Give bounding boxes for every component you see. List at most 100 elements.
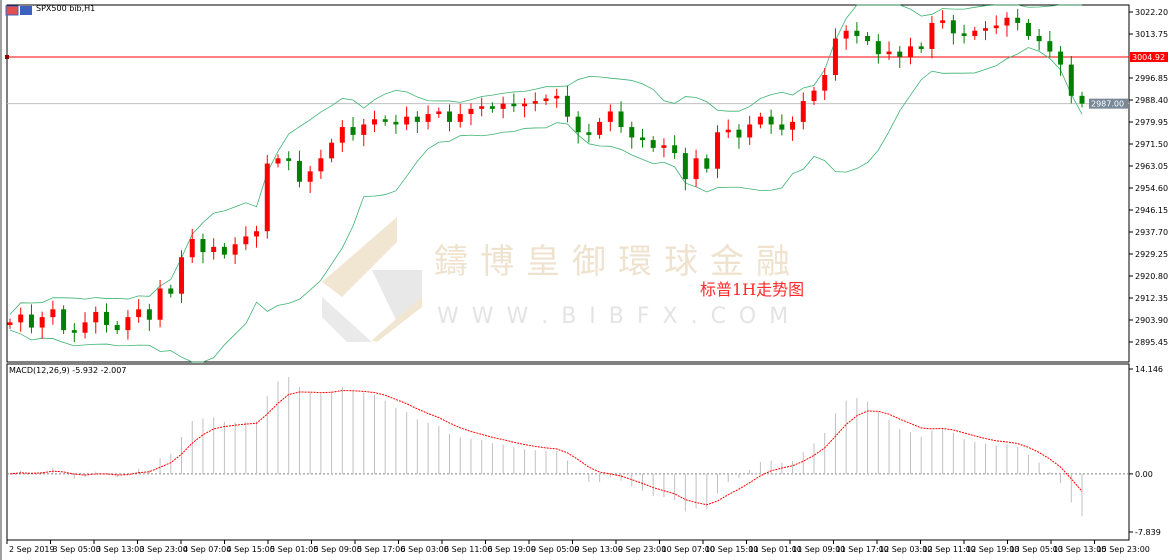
time-tick-label: 4 Sep 07:00 — [183, 545, 231, 554]
candle-body — [918, 46, 924, 49]
chart-window-icon — [5, 5, 19, 16]
candle-body — [329, 142, 335, 159]
time-tick-label: 13 Sep 05:00 — [1010, 545, 1063, 554]
candle — [790, 116, 796, 141]
price-tick-label: 2971.50 — [1135, 140, 1168, 149]
candle-body — [361, 124, 367, 135]
candle — [607, 104, 613, 132]
candle — [779, 114, 785, 136]
macd-label: MACD(12,26,9) -5.932 -2.007 — [9, 366, 127, 375]
candle-body — [886, 51, 892, 55]
candle-body — [189, 239, 195, 258]
candle — [414, 111, 420, 134]
candle — [940, 10, 946, 29]
candle-body — [50, 309, 56, 318]
candle — [993, 15, 999, 34]
candle — [1047, 31, 1053, 58]
candle — [393, 114, 399, 134]
candle — [650, 136, 656, 152]
candle-body — [1025, 22, 1031, 36]
candle — [146, 303, 152, 331]
candle — [1025, 19, 1031, 40]
candle — [757, 112, 763, 129]
candle — [157, 279, 163, 328]
price-tick-label: 2954.60 — [1135, 184, 1168, 193]
price-tick-label: 2903.90 — [1135, 316, 1168, 325]
price-tick-label: 2929.25 — [1135, 250, 1168, 259]
candle — [307, 165, 313, 193]
time-tick-label: 11 Sep 09:00 — [792, 545, 845, 554]
candle — [725, 119, 731, 139]
candle — [704, 154, 710, 173]
time-tick-label: 13 Sep 13:00 — [1053, 545, 1106, 554]
time-tick-label: 2 Sep 2019 — [9, 545, 55, 554]
candle-body — [629, 127, 635, 138]
price-tick-label: 2920.80 — [1135, 272, 1168, 281]
candle-body — [168, 288, 174, 294]
candle — [865, 32, 871, 46]
candle — [564, 85, 570, 123]
candle — [489, 102, 495, 113]
bollinger-lower-band — [9, 47, 1083, 363]
time-tick-label: 12 Sep 11:00 — [923, 545, 976, 554]
candle — [822, 67, 828, 100]
candle — [296, 150, 302, 188]
candle-body — [114, 324, 120, 331]
macd-tick-label: -7.839 — [1135, 528, 1161, 537]
time-tick-label: 12 Sep 19:00 — [966, 545, 1019, 554]
candle — [618, 101, 624, 133]
candle — [811, 86, 817, 105]
candle — [875, 34, 881, 64]
candle — [7, 318, 13, 329]
time-tick-label: 3 Sep 13:00 — [96, 545, 144, 554]
candle — [71, 323, 77, 343]
candle — [554, 88, 560, 108]
candle-body — [811, 90, 817, 102]
candle — [736, 124, 742, 149]
candle-body — [436, 111, 442, 115]
candle-body — [639, 137, 645, 141]
candle-body — [715, 132, 721, 169]
candle-body — [275, 158, 281, 164]
candle-body — [318, 158, 324, 172]
time-tick-label: 6 Sep 11:00 — [444, 545, 492, 554]
candle — [639, 128, 645, 148]
macd-signal-line — [9, 390, 1083, 506]
candle-body — [211, 246, 217, 253]
candle — [457, 103, 463, 128]
candle-body — [93, 311, 99, 323]
candle-body — [254, 231, 260, 237]
candle-body — [425, 114, 431, 122]
current-price-label: 2987.00 — [1091, 100, 1124, 109]
candle — [93, 306, 99, 334]
price-tick-label: 2988.40 — [1135, 96, 1168, 105]
candle — [532, 92, 538, 112]
candle — [468, 103, 474, 126]
chart-title: SPX500 bib,H1 — [36, 4, 96, 13]
time-tick-label: 6 Sep 03:00 — [401, 545, 449, 554]
candle-body — [875, 41, 881, 55]
candle-body — [768, 116, 774, 125]
candle — [382, 115, 388, 126]
candle-body — [28, 314, 34, 328]
time-tick-label: 6 Sep 19:00 — [488, 545, 536, 554]
candle — [339, 120, 345, 153]
candle-body — [747, 124, 753, 138]
candle — [983, 21, 989, 41]
candle — [318, 149, 324, 179]
price-tick-label: 3022.20 — [1135, 8, 1168, 17]
candle-body — [179, 257, 185, 294]
candle — [479, 97, 485, 117]
candle-body — [693, 158, 699, 180]
candle — [511, 93, 517, 112]
candle-body — [736, 129, 742, 138]
candle-body — [103, 311, 109, 325]
chart-annotation: 标普1H走势图 — [700, 280, 805, 299]
candle — [1004, 12, 1010, 37]
candle — [18, 307, 24, 332]
candle-body — [897, 51, 903, 57]
candle — [136, 299, 142, 323]
candle — [39, 311, 45, 339]
